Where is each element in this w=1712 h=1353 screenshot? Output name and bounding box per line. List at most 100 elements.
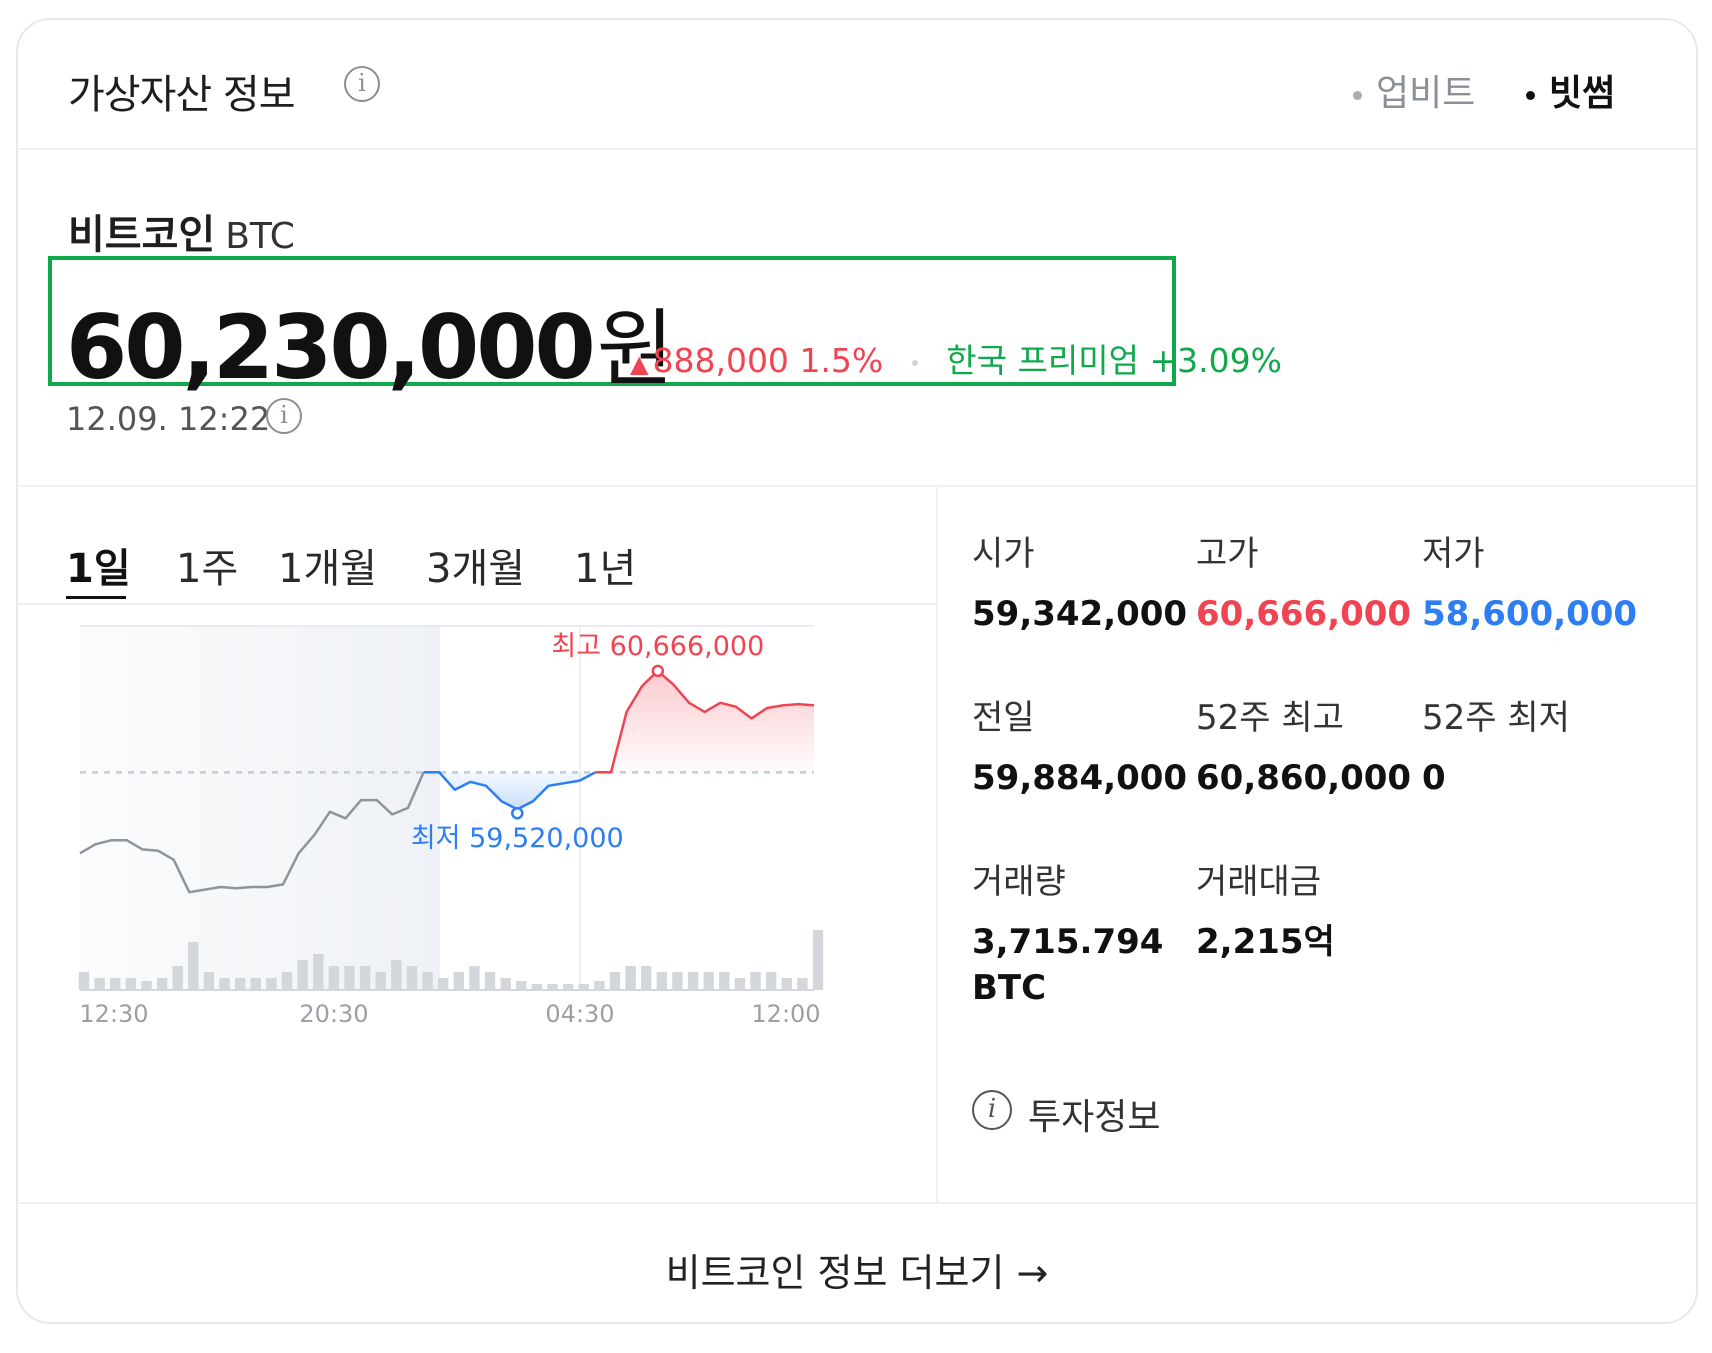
more-info-link[interactable]: 비트코인 정보 더보기 → [18, 1242, 1696, 1297]
chart-high-area [611, 670, 814, 773]
bullet-icon [1353, 90, 1362, 100]
volume-bar [313, 954, 324, 990]
coin-symbol: BTC [225, 216, 295, 257]
chart-price-line-blue [423, 771, 596, 811]
stat-value: 2,215억 [1196, 922, 1335, 962]
volume-bar [125, 978, 137, 990]
volume-bar [812, 930, 824, 990]
volume-bar [609, 972, 621, 990]
volume-bar [437, 978, 449, 990]
current-price: 60,230,000원 [66, 282, 674, 403]
active-tab-indicator [66, 596, 126, 599]
stat-prev-close: 전일 59,884,000 [972, 690, 1187, 801]
source-bithumb-label: 빗썸 [1549, 73, 1616, 114]
volume-bar [469, 966, 480, 990]
stat-label: 전일 [972, 698, 1035, 738]
tab-1month[interactable]: 1개월 [278, 546, 378, 592]
volume-bar [765, 972, 777, 990]
source-bithumb-tab[interactable]: 빗썸 [1526, 64, 1615, 116]
stat-value: 0 [1422, 758, 1446, 798]
stat-value: 59,342,000 [972, 594, 1188, 634]
up-triangle-icon: ▲ [630, 350, 649, 378]
bullet-icon [1526, 90, 1535, 100]
volume-bar [78, 972, 90, 990]
coin-name: 비트코인 BTC [68, 202, 295, 260]
premium-value: +3.09% [1149, 341, 1282, 380]
source-upbit-tab[interactable]: 업비트 [1353, 64, 1475, 116]
timestamp-info-icon[interactable]: i [266, 398, 302, 434]
volume-bar [156, 978, 168, 990]
stat-label: 52주 최저 [1422, 698, 1570, 738]
volume-bar [719, 972, 730, 990]
arrow-right-icon: → [1016, 1251, 1049, 1295]
separator-dot [911, 359, 918, 366]
volume-bar [594, 981, 605, 990]
volume-bar [703, 972, 714, 990]
stat-52w-high: 52주 최고 60,860,000 [1196, 690, 1411, 801]
volume-bar [578, 984, 589, 990]
volume-bar [391, 960, 402, 990]
stat-value-unit: BTC [972, 968, 1047, 1008]
tab-1year[interactable]: 1년 [574, 546, 637, 592]
volume-bar [797, 978, 808, 990]
card-header: 가상자산 정보 i 업비트 빗썸 [18, 20, 1696, 150]
volume-bar [734, 978, 746, 990]
stat-value: 59,884,000 [972, 758, 1188, 798]
stat-label: 고가 [1196, 534, 1259, 574]
volume-bar [453, 972, 465, 990]
stat-52w-low: 52주 최저 0 [1422, 690, 1570, 801]
volume-bar [562, 984, 574, 990]
volume-bar [656, 972, 668, 990]
stat-label: 시가 [972, 534, 1035, 574]
volume-bar [516, 981, 527, 990]
tab-1day[interactable]: 1일 [66, 546, 131, 592]
card-title: 가상자산 정보 [68, 72, 296, 118]
price-timestamp: 12.09. 12:22 [66, 400, 271, 438]
volume-bar [94, 978, 105, 990]
volume-bar [297, 960, 308, 990]
crypto-info-card: 가상자산 정보 i 업비트 빗썸 비트코인 BTC 60,230,000원 ▲ 88… [16, 18, 1698, 1324]
more-info-label: 비트코인 정보 더보기 [665, 1251, 1005, 1295]
stat-label: 거래량 [972, 862, 1066, 902]
volume-bar [672, 972, 683, 990]
volume-bar [141, 981, 152, 990]
stat-value: 58,600,000 [1422, 594, 1638, 634]
volume-bar [328, 966, 340, 990]
volume-bar [203, 972, 215, 990]
source-upbit-label: 업비트 [1376, 73, 1476, 114]
info-icon: i [972, 1090, 1012, 1130]
stat-high: 고가 60,666,000 [1196, 526, 1411, 637]
price-highlight-box [48, 256, 1176, 386]
volume-bar [625, 966, 636, 990]
change-amount: 888,000 [652, 341, 789, 380]
info-icon[interactable]: i [344, 66, 380, 102]
volume-bar [344, 966, 355, 990]
change-percent: 1.5% [799, 341, 884, 380]
volume-bar [234, 978, 246, 990]
price-unit: 원 [596, 300, 674, 398]
stat-label: 저가 [1422, 534, 1485, 574]
volume-bar [484, 972, 496, 990]
chart-high-marker [651, 664, 665, 678]
price-chart[interactable]: 최고 60,666,000 최저 59,520,000 12:30 20:30 04:3… [18, 620, 936, 1140]
stat-label: 52주 최고 [1196, 698, 1344, 738]
stat-open: 시가 59,342,000 [972, 526, 1187, 637]
volume-bar [375, 972, 386, 990]
x-tick-label: 12:00 [751, 1000, 820, 1028]
invest-info-link[interactable]: 투자정보 [1028, 1097, 1161, 1138]
tab-3month[interactable]: 3개월 [426, 546, 526, 592]
tab-1week[interactable]: 1주 [176, 546, 239, 592]
divider [18, 485, 1696, 487]
stat-low: 저가 58,600,000 [1422, 526, 1637, 637]
price-value: 60,230,000 [66, 296, 596, 399]
volume-bar [250, 978, 261, 990]
volume-bar [188, 942, 199, 990]
chart-high-label: 최고 60,666,000 [551, 631, 764, 662]
chart-low-label: 최저 59,520,000 [411, 823, 624, 854]
chart-price-line-red [595, 669, 815, 774]
price-change: ▲ 888,000 1.5% 한국 프리미엄 +3.09% [630, 334, 1282, 382]
chart-low-marker [511, 806, 524, 820]
x-tick-label: 12:30 [79, 1000, 148, 1028]
x-tick-label: 20:30 [299, 1000, 368, 1028]
volume-bar [531, 984, 543, 990]
